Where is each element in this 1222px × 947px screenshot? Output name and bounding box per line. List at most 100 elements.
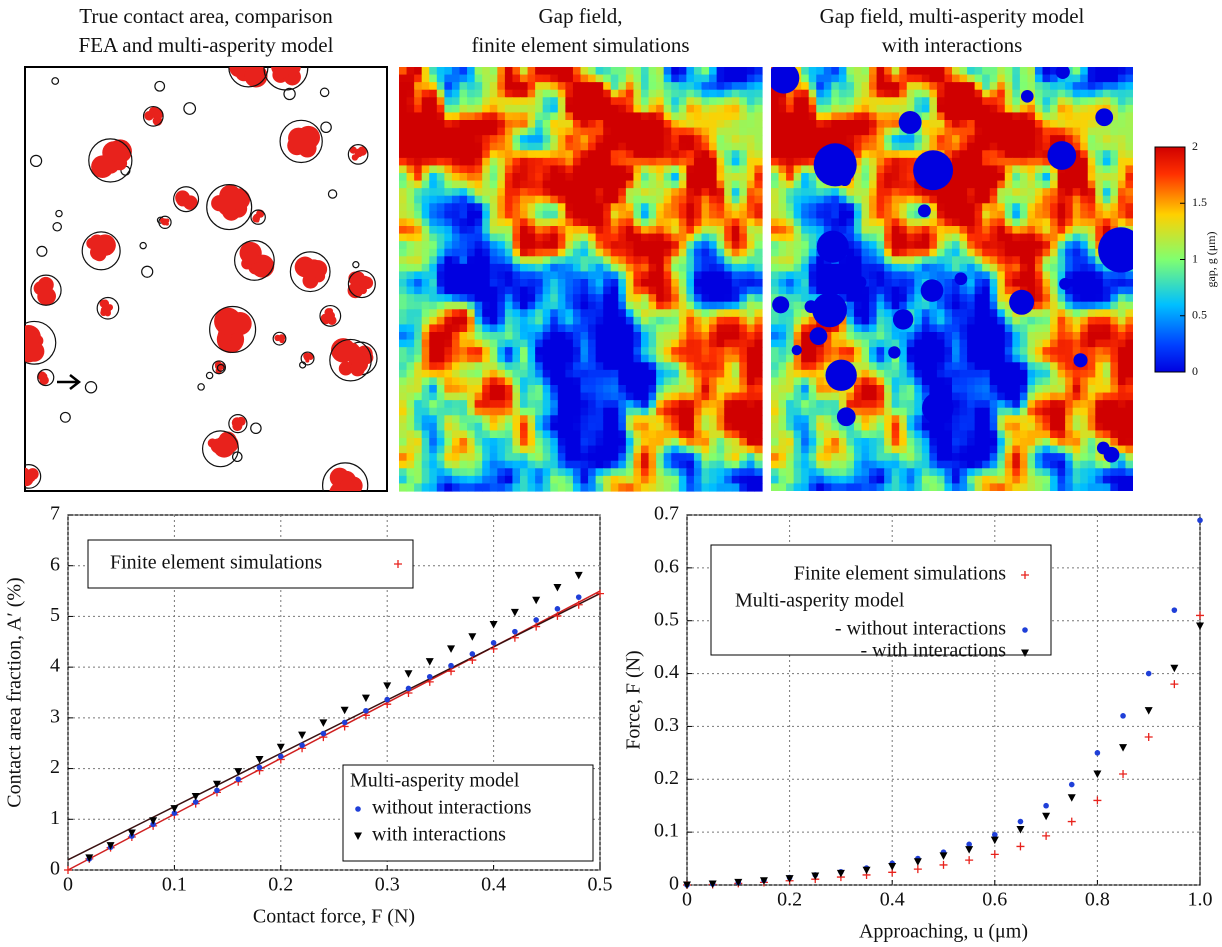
heatmap-cell [550, 248, 559, 257]
heatmap-cell [884, 301, 893, 310]
heatmap-cell [853, 127, 863, 136]
heatmap-cell [595, 347, 604, 356]
heatmap-cell [716, 150, 725, 159]
heatmap-cell [1072, 97, 1081, 106]
heatmap-cell [1065, 248, 1074, 257]
heatmap-cell [467, 112, 476, 121]
heatmap-cell [793, 241, 802, 250]
heatmap-cell [746, 438, 756, 447]
heatmap-cell [467, 339, 476, 348]
heatmap-cell [1019, 316, 1029, 326]
heatmap-cell [429, 157, 438, 167]
heatmap-cell [974, 82, 983, 91]
heatmap-cell [746, 248, 756, 257]
heatmap-cell [482, 453, 491, 462]
heatmap-cell [527, 309, 536, 318]
heatmap-cell [414, 157, 423, 167]
heatmap-cell [429, 188, 438, 197]
heatmap-cell [693, 392, 703, 401]
heatmap-cell [429, 430, 438, 439]
heatmap-cell [746, 309, 756, 318]
heatmap-cell [739, 67, 748, 76]
heatmap-cell [535, 294, 544, 303]
heatmap-cell [557, 286, 566, 295]
heatmap-cell [610, 460, 619, 469]
heatmap-cell [497, 483, 506, 492]
heatmap-cell [1034, 347, 1044, 356]
heatmap-cell [1110, 203, 1119, 212]
heatmap-cell [944, 203, 953, 212]
heatmap-cell [944, 104, 953, 114]
heatmap-cell [641, 263, 650, 273]
heatmap-cell [884, 82, 893, 91]
heatmap-cell [557, 157, 566, 167]
heatmap-cell [512, 339, 521, 348]
heatmap-cell [542, 324, 551, 333]
heatmap-cell [565, 453, 574, 462]
heatmap-cell [1027, 226, 1036, 235]
heatmap-cell [535, 142, 544, 151]
heatmap-cell [489, 415, 498, 424]
heatmap-cell [1087, 362, 1096, 371]
heatmap-cell [1117, 347, 1127, 356]
heatmap-cell [1050, 248, 1059, 257]
heatmap-cell [436, 392, 445, 401]
heatmap-cell [1057, 195, 1066, 204]
heatmap-cell [557, 67, 566, 76]
heatmap-cell [731, 97, 740, 106]
heatmap-cell [565, 241, 574, 250]
heatmap-cell [467, 286, 476, 295]
heatmap-cell [786, 142, 795, 151]
heatmap-cell [588, 226, 597, 235]
heatmap-cell [989, 127, 998, 136]
heatmap-cell [1019, 233, 1029, 242]
heatmap-cell [1117, 135, 1127, 144]
heatmap-cell [1034, 286, 1044, 295]
heatmap-cell [1012, 173, 1021, 182]
heatmap-cell [944, 112, 953, 121]
heatmap-cell [572, 180, 582, 189]
heatmap-cell [641, 248, 650, 257]
heatmap-cell [399, 165, 408, 174]
heatmap-cell [467, 279, 476, 288]
heatmap-cell [831, 97, 840, 106]
heatmap-cell [399, 483, 408, 492]
heatmap-cell [436, 483, 445, 492]
heatmap-cell [618, 422, 627, 432]
heatmap-cell [1057, 173, 1066, 182]
heatmap-cell [482, 271, 491, 280]
heatmap-cell [520, 362, 529, 371]
heatmap-cell [936, 354, 946, 363]
contact-blob [255, 218, 260, 223]
heatmap-cell [671, 422, 680, 432]
heatmap-cell [1012, 271, 1021, 280]
heatmap-cell [959, 180, 968, 189]
heatmap-cell [869, 362, 878, 371]
heatmap-cell [771, 180, 780, 189]
heatmap-cell [831, 127, 840, 136]
heatmap-cell [731, 369, 740, 379]
heatmap-cell [952, 188, 961, 197]
heatmap-cell [754, 407, 763, 416]
heatmap-cell [876, 74, 885, 83]
heatmap-cell [610, 385, 619, 394]
heatmap-cell [482, 362, 491, 371]
heatmap-cell [869, 173, 878, 182]
heatmap-cell [929, 127, 938, 136]
heatmap-cell [716, 316, 725, 326]
heatmap-cell [429, 135, 438, 144]
heatmap-cell [786, 369, 795, 379]
contact-blob [274, 67, 290, 79]
heatmap-cell [550, 475, 559, 485]
heatmap-cell [967, 210, 976, 220]
heatmap-cell [527, 362, 536, 371]
heatmap-cell [853, 97, 863, 106]
heatmap-cell [436, 74, 445, 83]
heatmap-cell [771, 339, 780, 348]
heatmap-cell [869, 157, 878, 167]
heatmap-cell [421, 279, 430, 288]
heatmap-cell [625, 392, 635, 401]
heatmap-cell [565, 430, 574, 439]
heatmap-cell [414, 339, 423, 348]
heatmap-cell [550, 203, 559, 212]
